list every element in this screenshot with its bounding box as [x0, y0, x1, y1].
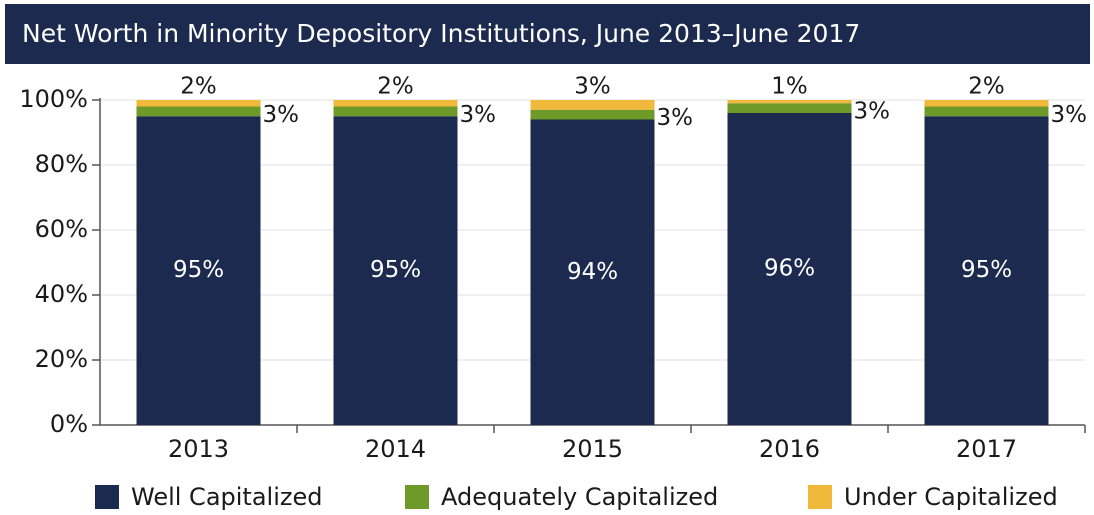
y-tick-label: 100% [19, 85, 88, 113]
bar-segment [727, 113, 852, 425]
y-tick-label: 60% [35, 215, 88, 243]
x-tick-label: 2013 [168, 435, 229, 463]
x-tick-label: 2017 [956, 435, 1017, 463]
value-label: 95% [961, 257, 1012, 283]
value-label: 3% [1051, 102, 1088, 128]
chart-title: Net Worth in Minority Depository Institu… [22, 19, 860, 48]
value-label: 94% [567, 259, 618, 285]
bar-segment [333, 106, 458, 117]
bar-segment [530, 109, 655, 120]
legend-label: Under Capitalized [844, 483, 1058, 511]
bar-segment [727, 103, 852, 113]
bar-segment [924, 100, 1049, 107]
value-label: 2% [968, 74, 1005, 100]
legend-label: Well Capitalized [131, 483, 322, 511]
legend-label: Adequately Capitalized [441, 483, 718, 511]
legend-swatch [95, 485, 119, 509]
y-tick-label: 40% [35, 280, 88, 308]
bar-segment [333, 116, 458, 425]
y-tick-label: 80% [35, 150, 88, 178]
bar-segment [924, 106, 1049, 117]
legend-swatch [808, 485, 832, 509]
y-tick-label: 0% [50, 410, 88, 438]
x-tick-label: 2014 [365, 435, 426, 463]
value-label: 1% [771, 74, 808, 100]
value-label: 2% [377, 74, 414, 100]
value-label: 3% [460, 102, 497, 128]
y-tick-label: 20% [35, 345, 88, 373]
x-tick-label: 2016 [759, 435, 820, 463]
bar-segment [136, 100, 261, 107]
value-label: 96% [764, 256, 815, 282]
legend-swatch [405, 485, 429, 509]
value-label: 3% [574, 74, 611, 100]
bar-segment [136, 116, 261, 425]
bar-segment [530, 100, 655, 110]
bar-segment [924, 116, 1049, 425]
value-label: 2% [180, 74, 217, 100]
value-label: 3% [657, 105, 694, 131]
title-bar [5, 4, 1090, 64]
value-label: 95% [173, 257, 224, 283]
value-label: 3% [854, 99, 891, 125]
bar-segment [530, 119, 655, 425]
value-label: 3% [263, 102, 300, 128]
value-label: 95% [370, 257, 421, 283]
bar-segment [333, 100, 458, 107]
bar-segment [136, 106, 261, 117]
bar-segment [727, 100, 852, 104]
x-tick-label: 2015 [562, 435, 623, 463]
